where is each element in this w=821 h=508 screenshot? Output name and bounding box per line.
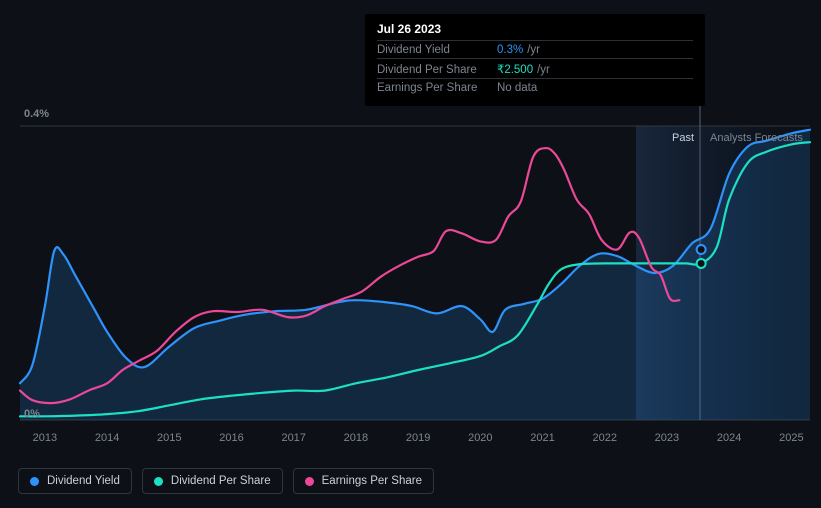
legend-earnings-per-share[interactable]: Earnings Per Share [293, 468, 434, 494]
x-axis-year: 2013 [33, 432, 57, 444]
chart-legend: Dividend Yield Dividend Per Share Earnin… [18, 468, 434, 494]
past-label: Past [672, 132, 694, 144]
tooltip-metric-label: Dividend Yield [377, 44, 497, 56]
x-axis-labels: 2013 2014 2015 2016 2017 2018 2019 2020 2021 2022… [20, 432, 821, 450]
tooltip-metric-label: Dividend Per Share [377, 64, 497, 76]
legend-dot-icon [154, 477, 163, 486]
chart-tooltip: Jul 26 2023 Dividend Yield0.3%/yrDividen… [365, 14, 705, 106]
x-axis-year: 2024 [717, 432, 741, 444]
tooltip-metric-unit: /yr [537, 64, 550, 76]
tooltip-metric-value: 0.3% [497, 44, 523, 56]
tooltip-metric-value: ₹2.500 [497, 62, 533, 76]
x-axis-year: 2019 [406, 432, 430, 444]
x-axis-year: 2016 [219, 432, 243, 444]
x-axis-year: 2025 [779, 432, 803, 444]
legend-dividend-per-share[interactable]: Dividend Per Share [142, 468, 283, 494]
x-axis-year: 2020 [468, 432, 492, 444]
tooltip-metric-value: No data [497, 82, 537, 94]
tooltip-row: Earnings Per ShareNo data [377, 78, 693, 96]
tooltip-row: Dividend Yield0.3% /yr [377, 40, 693, 58]
legend-dot-icon [305, 477, 314, 486]
legend-label: Dividend Per Share [171, 475, 271, 487]
legend-label: Dividend Yield [47, 475, 120, 487]
x-axis-year: 2018 [344, 432, 368, 444]
forecast-label: Analysts Forecasts [710, 132, 803, 144]
legend-label: Earnings Per Share [322, 475, 422, 487]
tooltip-metric-label: Earnings Per Share [377, 82, 497, 94]
tooltip-metric-unit: /yr [527, 44, 540, 56]
legend-dividend-yield[interactable]: Dividend Yield [18, 468, 132, 494]
y-axis-max-label: 0.4% [24, 108, 49, 120]
dividend-chart: 0.4% 0% Past Analysts Forecasts 2013 2014… [0, 0, 821, 508]
tooltip-row: Dividend Per Share₹2.500/yr [377, 58, 693, 78]
x-axis-year: 2014 [95, 432, 119, 444]
x-axis-year: 2022 [592, 432, 616, 444]
legend-dot-icon [30, 477, 39, 486]
x-axis-year: 2017 [281, 432, 305, 444]
tooltip-date: Jul 26 2023 [377, 22, 693, 40]
x-axis-year: 2023 [655, 432, 679, 444]
x-axis-year: 2015 [157, 432, 181, 444]
x-axis-year: 2021 [530, 432, 554, 444]
y-axis-min-label: 0% [24, 408, 40, 420]
